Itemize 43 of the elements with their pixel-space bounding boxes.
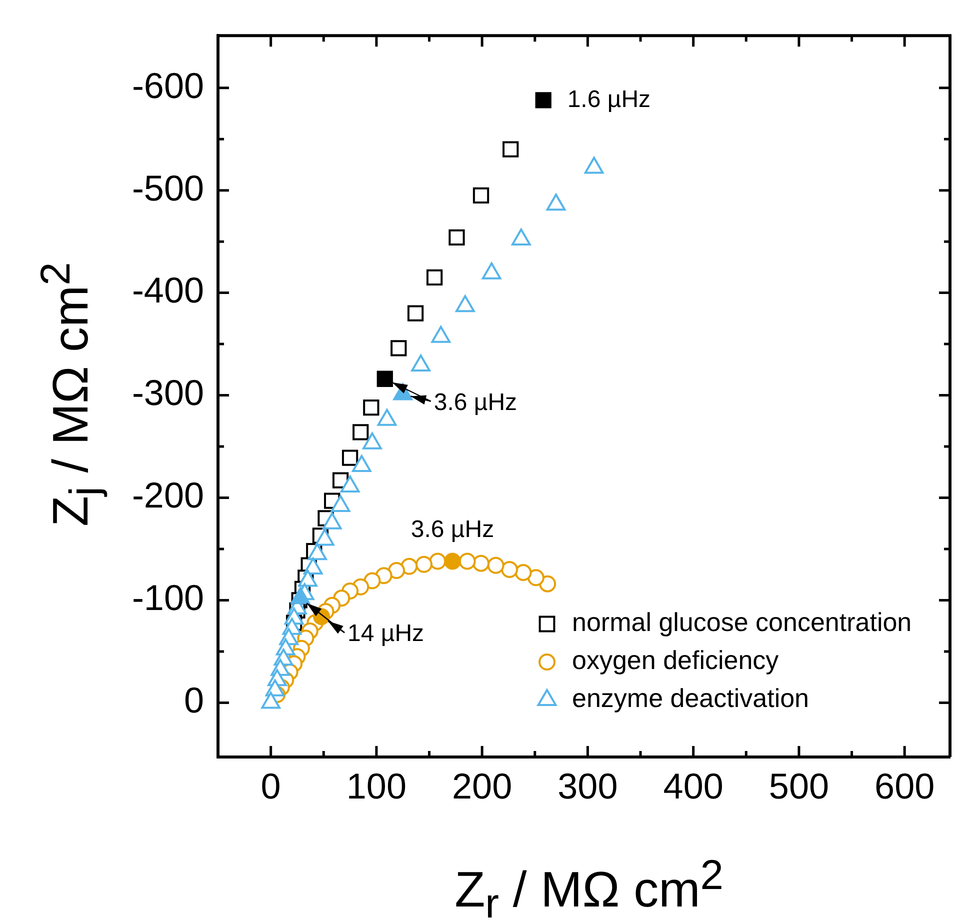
point	[352, 424, 369, 440]
x-tick-label: 300	[558, 766, 618, 807]
point	[426, 269, 443, 286]
point	[415, 556, 432, 573]
point	[400, 558, 418, 575]
y-tick-label: -600	[132, 64, 204, 106]
point	[501, 560, 518, 578]
annotation: 3.6 µHz	[434, 388, 518, 416]
legend-label: enzyme deactivation	[572, 683, 810, 714]
point	[527, 569, 544, 586]
point	[342, 450, 358, 466]
y-tick-label: -200	[132, 474, 204, 516]
y-tick-label: -100	[132, 577, 204, 618]
y-tick-label: -300	[132, 372, 204, 414]
x-tick-label: 200	[452, 766, 512, 807]
point	[388, 562, 406, 579]
legend-label: normal glucose concentration	[572, 607, 912, 638]
point	[363, 400, 380, 416]
x-tick-label: 100	[346, 766, 406, 807]
point	[407, 305, 424, 322]
point	[390, 340, 407, 356]
y-tick-label: -500	[132, 167, 204, 208]
x-tick-label: 600	[874, 766, 935, 807]
x-tick-label: 400	[663, 766, 724, 807]
annotation: 3.6 µHz	[410, 516, 494, 543]
point	[535, 92, 552, 108]
point	[376, 370, 393, 387]
y-tick-label: 0	[184, 680, 204, 721]
legend-label: oxygen deficiency	[572, 645, 779, 676]
point	[472, 554, 490, 572]
point	[502, 141, 519, 158]
point	[514, 564, 532, 582]
point	[472, 187, 490, 204]
point	[448, 229, 465, 246]
x-axis-title: Z$_{r}$ / MΩ cm$^{2}$	[454, 850, 724, 921]
point	[458, 552, 476, 570]
annotation: 14 µHz	[348, 620, 424, 648]
x-tick-label: 0	[260, 766, 281, 807]
point	[487, 556, 504, 574]
y-tick-label: -400	[132, 270, 204, 311]
annotation: 1.6 µHz	[567, 86, 651, 113]
point	[444, 552, 461, 570]
x-tick-label: 500	[768, 766, 829, 807]
